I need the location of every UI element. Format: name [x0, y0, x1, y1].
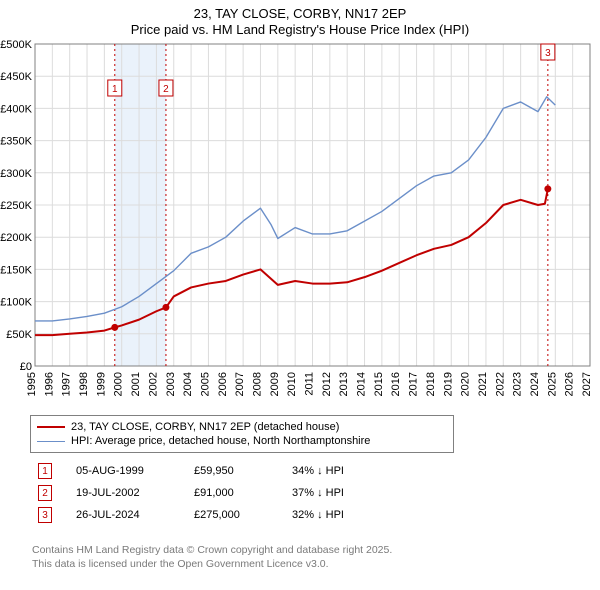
- svg-text:£150K: £150K: [0, 264, 32, 276]
- svg-text:2007: 2007: [234, 372, 246, 396]
- attribution-line-2: This data is licensed under the Open Gov…: [32, 558, 392, 572]
- legend-item: HPI: Average price, detached house, Nort…: [37, 434, 447, 448]
- svg-text:1995: 1995: [26, 372, 38, 396]
- svg-text:2004: 2004: [182, 372, 194, 396]
- svg-text:2003: 2003: [165, 372, 177, 396]
- svg-text:2005: 2005: [199, 372, 211, 396]
- svg-text:1999: 1999: [95, 372, 107, 396]
- svg-text:1: 1: [112, 84, 118, 95]
- sale-marker: 3: [38, 507, 52, 523]
- svg-text:2009: 2009: [269, 372, 281, 396]
- svg-text:2001: 2001: [130, 372, 142, 396]
- price-chart: £0 £50K £100K £150K £200K £250K £300K £350K £400…: [0, 0, 600, 410]
- svg-text:2022: 2022: [494, 372, 506, 396]
- svg-text:£300K: £300K: [0, 168, 32, 180]
- sale-detail-row: 2 19-JUL-2002 £91,000 37% ↓ HPI: [38, 482, 372, 504]
- sale-vs-hpi: 37% ↓ HPI: [292, 487, 372, 499]
- svg-text:2018: 2018: [425, 372, 437, 396]
- svg-text:£450K: £450K: [0, 71, 32, 83]
- legend-item: 23, TAY CLOSE, CORBY, NN17 2EP (detached…: [37, 420, 447, 434]
- svg-text:2020: 2020: [460, 372, 472, 396]
- svg-text:2021: 2021: [477, 372, 489, 396]
- svg-text:3: 3: [545, 48, 551, 59]
- legend-label: 23, TAY CLOSE, CORBY, NN17 2EP (detached…: [71, 421, 339, 433]
- svg-text:2015: 2015: [373, 372, 385, 396]
- svg-text:£0: £0: [20, 361, 32, 373]
- legend-label: HPI: Average price, detached house, Nort…: [71, 435, 370, 447]
- svg-text:2017: 2017: [408, 372, 420, 396]
- sale-price: £91,000: [194, 487, 274, 499]
- svg-text:2010: 2010: [286, 372, 298, 396]
- svg-text:2011: 2011: [304, 372, 316, 396]
- sale-date: 19-JUL-2002: [76, 487, 176, 499]
- svg-text:2025: 2025: [546, 372, 558, 396]
- sale-price: £59,950: [194, 465, 274, 477]
- svg-text:2027: 2027: [581, 372, 593, 396]
- svg-text:2024: 2024: [529, 372, 541, 396]
- svg-text:£100K: £100K: [0, 297, 32, 309]
- sale-date: 05-AUG-1999: [76, 465, 176, 477]
- svg-text:2013: 2013: [338, 372, 350, 396]
- sale-details-table: 1 05-AUG-1999 £59,950 34% ↓ HPI 2 19-JUL-2002…: [38, 460, 372, 526]
- attribution-line-1: Contains HM Land Registry data © Crown c…: [32, 544, 392, 558]
- legend-swatch: [37, 426, 65, 428]
- svg-text:1998: 1998: [78, 372, 90, 396]
- svg-text:2016: 2016: [390, 372, 402, 396]
- svg-text:£400K: £400K: [0, 103, 32, 115]
- sale-vs-hpi: 32% ↓ HPI: [292, 509, 372, 521]
- svg-text:2012: 2012: [321, 372, 333, 396]
- legend: 23, TAY CLOSE, CORBY, NN17 2EP (detached…: [30, 415, 454, 453]
- svg-text:£250K: £250K: [0, 200, 32, 212]
- legend-swatch: [37, 441, 65, 442]
- svg-text:2000: 2000: [113, 372, 125, 396]
- sale-date: 26-JUL-2024: [76, 509, 176, 521]
- sale-vs-hpi: 34% ↓ HPI: [292, 465, 372, 477]
- svg-text:£500K: £500K: [0, 39, 32, 51]
- svg-text:1996: 1996: [43, 372, 55, 396]
- svg-text:2014: 2014: [356, 372, 368, 396]
- svg-text:2019: 2019: [442, 372, 454, 396]
- sale-marker: 1: [38, 463, 52, 479]
- sale-detail-row: 3 26-JUL-2024 £275,000 32% ↓ HPI: [38, 504, 372, 526]
- sale-marker: 2: [38, 485, 52, 501]
- svg-text:£200K: £200K: [0, 232, 32, 244]
- sale-price: £275,000: [194, 509, 274, 521]
- svg-text:2006: 2006: [217, 372, 229, 396]
- svg-text:2023: 2023: [512, 372, 524, 396]
- svg-text:2002: 2002: [147, 372, 159, 396]
- sale-detail-row: 1 05-AUG-1999 £59,950 34% ↓ HPI: [38, 460, 372, 482]
- svg-text:1997: 1997: [61, 372, 73, 396]
- attribution: Contains HM Land Registry data © Crown c…: [32, 544, 392, 571]
- svg-text:2026: 2026: [564, 372, 576, 396]
- svg-text:2: 2: [163, 84, 169, 95]
- svg-text:2008: 2008: [251, 372, 263, 396]
- svg-text:£50K: £50K: [6, 329, 32, 341]
- svg-text:£350K: £350K: [0, 136, 32, 148]
